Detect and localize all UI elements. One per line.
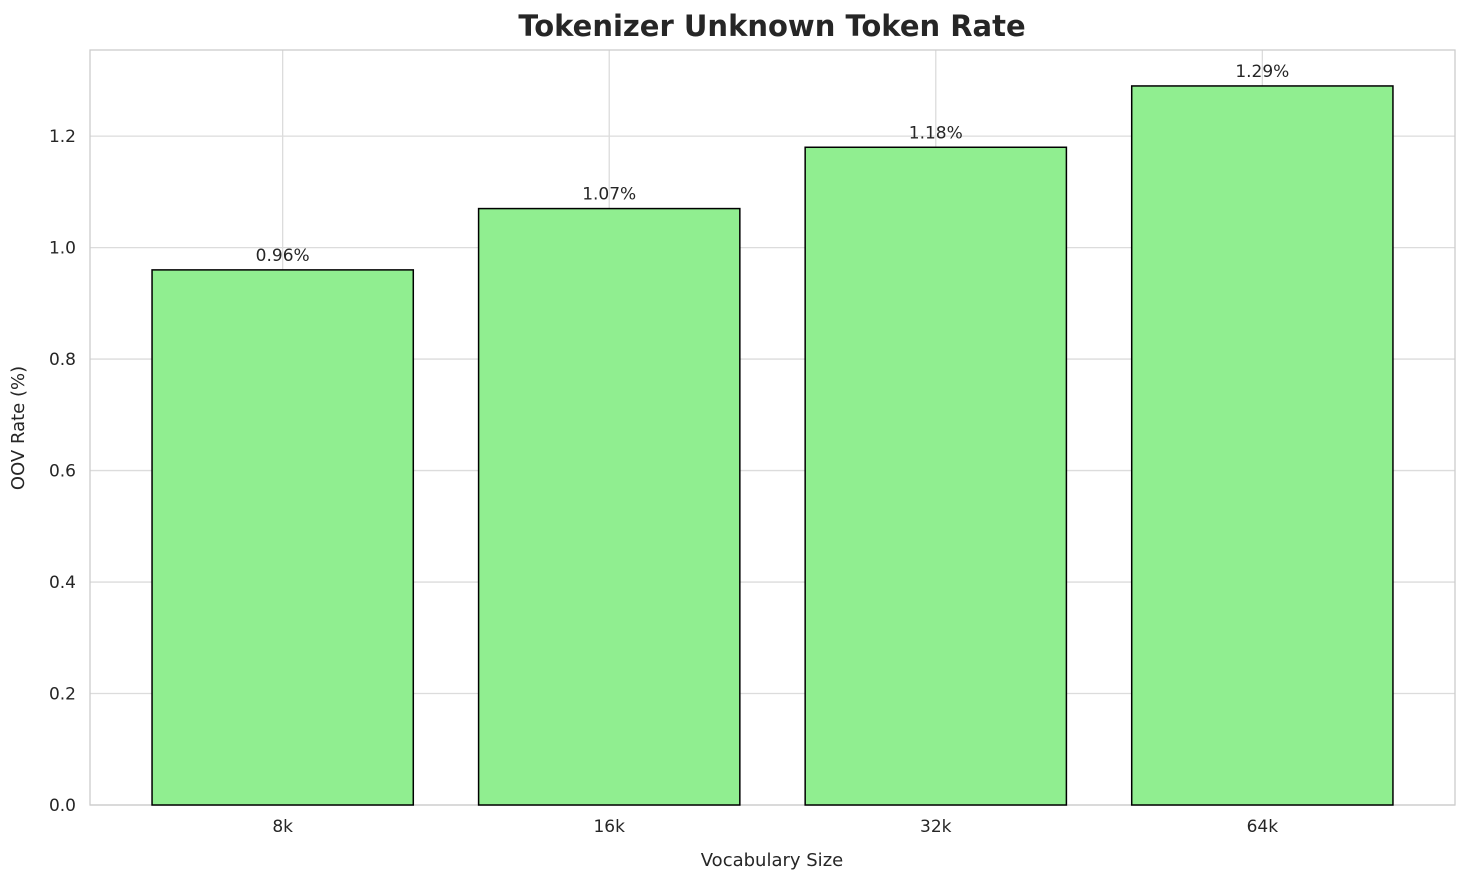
bar-16k (477, 207, 741, 806)
bar-value-label: 1.18% (909, 123, 963, 143)
x-tick-label: 32k (920, 817, 952, 837)
y-tick-label: 0.4 (49, 573, 76, 593)
ticks-layer: 0.0 0.2 0.4 0.6 0.8 1.0 1.2 8k 16k 32k 64k (49, 127, 1278, 837)
x-axis-label: Vocabulary Size (701, 850, 843, 871)
plot-border (89, 49, 1456, 806)
y-tick-label: 0.0 (49, 796, 76, 816)
bar-value-label: 1.07% (582, 185, 636, 205)
x-tick-label: 8k (272, 817, 293, 837)
plot-frame (89, 49, 1456, 806)
bar-64k (1130, 85, 1394, 806)
bar-8k (151, 269, 415, 806)
bar-value-label: 1.29% (1235, 62, 1289, 82)
bar-32k (804, 146, 1068, 806)
x-tick-label: 16k (593, 817, 625, 837)
y-axis-label: OOV Rate (%) (8, 366, 29, 490)
bars-layer: 0.96% 1.07% 1.18% 1.29% (151, 62, 1394, 806)
bar-value-label: 0.96% (256, 246, 310, 266)
y-tick-label: 0.8 (49, 350, 76, 370)
y-tick-label: 1.0 (49, 239, 76, 259)
y-tick-label: 1.2 (49, 127, 76, 147)
x-tick-label: 64k (1247, 817, 1279, 837)
chart-title: Tokenizer Unknown Token Rate (518, 9, 1025, 43)
y-tick-label: 0.6 (49, 462, 76, 482)
y-tick-label: 0.2 (49, 685, 76, 705)
